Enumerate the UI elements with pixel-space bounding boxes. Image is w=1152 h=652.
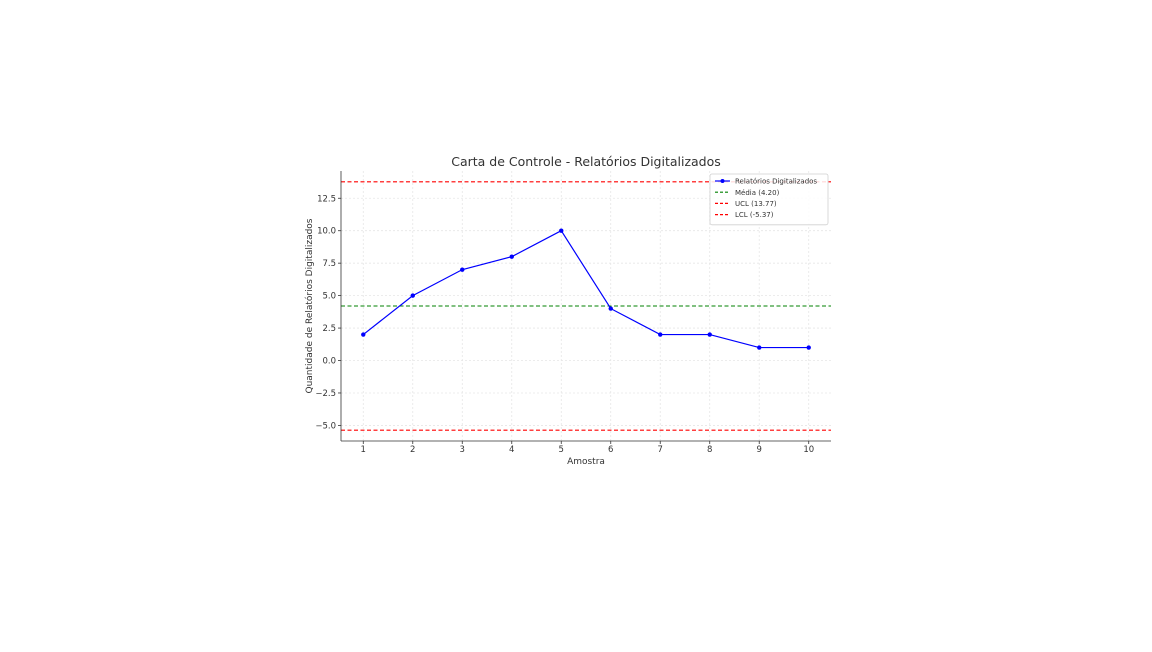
- legend-label: UCL (13.77): [735, 200, 777, 208]
- x-tick-label: 4: [509, 445, 514, 455]
- axes: 1 2 3 4 5 6 7 8 9 10 −5.0 −2.5 0.0 2.5 5.0 7.5 10.0 12.5: [315, 171, 831, 455]
- y-tick-label: 12.5: [317, 194, 336, 204]
- data-point-9: [757, 345, 762, 350]
- x-tick-label: 10: [803, 445, 814, 455]
- y-axis-label: Quantidade de Relatórios Digitalizados: [304, 218, 315, 393]
- legend-entry-1: Relatórios Digitalizados: [715, 178, 817, 186]
- series: [361, 228, 811, 350]
- x-tick-label: 9: [757, 445, 762, 455]
- data-point-2: [410, 293, 415, 298]
- x-tick-label: 3: [460, 445, 465, 455]
- x-tick-label: 1: [361, 445, 366, 455]
- x-tick-label: 2: [410, 445, 415, 455]
- chart-title: Carta de Controle - Relatórios Digitaliz…: [451, 154, 721, 169]
- legend: Relatórios Digitalizados Média (4.20) UCL …: [709, 173, 829, 226]
- x-tick-label: 7: [658, 445, 663, 455]
- data-point-5: [559, 228, 564, 233]
- data-point-1: [361, 332, 366, 337]
- y-tick-label: 0.0: [322, 357, 336, 367]
- legend-entry-3: UCL (13.77): [715, 200, 777, 208]
- y-tick-label: 7.5: [322, 259, 336, 269]
- y-tick-label: −5.0: [315, 421, 336, 431]
- y-tick-label: 5.0: [322, 292, 336, 302]
- y-tick-label: −2.5: [315, 389, 336, 399]
- data-point-6: [608, 306, 613, 311]
- y-tick-label: 2.5: [322, 324, 336, 334]
- x-tick-label: 6: [608, 445, 613, 455]
- data-point-7: [658, 332, 663, 337]
- x-tick-label: 5: [559, 445, 564, 455]
- series-line-0: [362, 229, 809, 349]
- y-tick-label: 10.0: [317, 227, 336, 237]
- legend-marker: [720, 179, 725, 183]
- legend-label: Média (4.20): [735, 189, 780, 197]
- reference-lines: [341, 181, 831, 431]
- legend-box: [709, 173, 829, 226]
- legend-label: Relatórios Digitalizados: [735, 178, 817, 186]
- data-point-3: [460, 267, 465, 272]
- data-point-4: [509, 254, 514, 259]
- legend-entry-4: LCL (-5.37): [715, 211, 774, 219]
- data-point-8: [707, 332, 712, 337]
- legend-entry-2: Média (4.20): [715, 189, 780, 197]
- data-point-10: [806, 345, 811, 350]
- x-tick-label: 8: [707, 445, 712, 455]
- legend-label: LCL (-5.37): [735, 211, 774, 219]
- x-axis-label: Amostra: [567, 457, 605, 467]
